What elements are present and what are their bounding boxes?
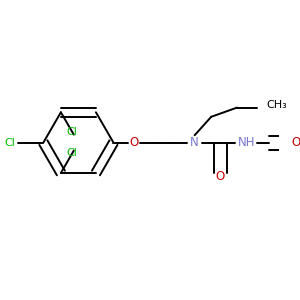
Text: N: N [190,136,199,149]
Text: Cl: Cl [67,127,77,137]
Text: CH₃: CH₃ [267,100,287,110]
Text: NH: NH [238,136,255,149]
Text: O: O [216,170,225,183]
Text: O: O [292,136,300,149]
Text: Cl: Cl [67,148,77,158]
Text: O: O [129,136,138,149]
Text: Cl: Cl [5,138,16,148]
